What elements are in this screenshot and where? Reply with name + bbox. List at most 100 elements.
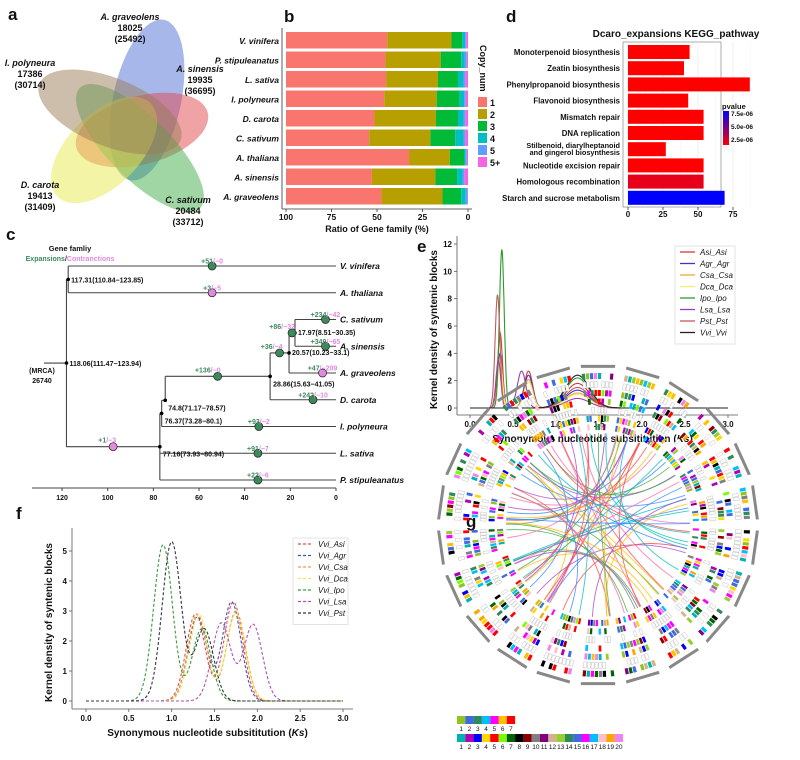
venn-set-families: 18025 xyxy=(117,23,142,33)
legend-label: 4 xyxy=(490,134,495,144)
synteny-link xyxy=(605,503,688,617)
venn-set-name: A. sinensis xyxy=(175,64,224,74)
legend-label: Vvi_Agr xyxy=(318,552,346,561)
x-tick-label: 0.5 xyxy=(123,714,135,723)
legend-title: pvalue xyxy=(722,102,746,111)
legend-swatch xyxy=(473,716,482,724)
synteny-link xyxy=(591,498,687,617)
pathway-label: Phenylpropanoid biosynthesis xyxy=(506,80,620,89)
kegg-bar xyxy=(628,126,704,140)
bar-segment-I-polyneura-5+ xyxy=(465,90,468,107)
legend-swatch xyxy=(481,716,491,724)
bar-segment-V-vinifera-5 xyxy=(465,32,467,49)
synteny-link xyxy=(525,468,579,613)
gene-family-change-label: +242/−10 xyxy=(298,392,328,399)
contraction-count: /−4 xyxy=(273,344,283,351)
species-label: V. vinifera xyxy=(340,261,380,271)
legend-swatch xyxy=(478,121,487,131)
synteny-link xyxy=(511,492,625,614)
synteny-link xyxy=(506,523,628,613)
x-tick-label: 0 xyxy=(626,210,631,219)
contraction-count: /−209 xyxy=(320,366,338,373)
bar-segment-P-stipuleanatus-3 xyxy=(440,51,462,68)
contraction-count: /−0 xyxy=(213,259,223,266)
chart-title: Dcaro_expansions KEGG_pathway xyxy=(593,29,760,40)
legend-label: Vvi_Csa xyxy=(318,563,348,572)
x-tick-label: 2.5 xyxy=(295,714,307,723)
chromosome-segment xyxy=(445,555,517,608)
legend-label: 4 xyxy=(484,744,488,751)
tree-node xyxy=(268,374,272,379)
legend-swatch xyxy=(598,734,607,742)
gene-family-change-marker xyxy=(108,442,118,452)
tree-node xyxy=(64,361,69,365)
venn-set-name: I. polyneura xyxy=(5,58,56,68)
kegg-bar xyxy=(628,93,689,108)
species-label: I. polyneura xyxy=(340,422,388,432)
synteny-link xyxy=(506,437,629,515)
panel-label-g: g xyxy=(466,512,476,531)
bar-segment-C-sativum-1 xyxy=(286,129,370,146)
category-label: A. thaliana xyxy=(235,153,279,163)
legend-label: 7 xyxy=(509,726,513,733)
node-age-label: 76.37(73.28−80.1) xyxy=(165,418,222,425)
legend-label: 18 xyxy=(599,744,607,751)
chromosome-segment xyxy=(642,381,700,451)
legend-label: 3 xyxy=(476,744,480,751)
category-label: V. vinifera xyxy=(239,36,279,46)
bar-segment-A-sinensis-1 xyxy=(286,168,372,185)
y-tick-label: 2 xyxy=(63,637,68,646)
legend-swatch xyxy=(556,734,565,742)
bar-segment-P-stipuleanatus-2 xyxy=(385,51,441,68)
bar-segment-A-sinensis-2 xyxy=(371,168,436,185)
expansion-count: +86 xyxy=(269,324,281,331)
chromosome-segment xyxy=(690,485,759,522)
chromosome-segment xyxy=(465,579,532,643)
legend-swatch xyxy=(465,734,474,742)
venn-set-families: 20484 xyxy=(175,206,200,216)
legend xyxy=(674,245,736,345)
bar-segment-I-polyneura-2 xyxy=(384,90,437,107)
kegg-bar xyxy=(628,190,725,205)
x-tick-label: 75 xyxy=(327,212,337,222)
contraction-count: /−0 xyxy=(211,367,221,374)
node-age-label: 117.31(110.84−123.85) xyxy=(71,277,143,284)
legend-swatch xyxy=(490,716,499,724)
legend-label: Vvi_Lsa xyxy=(318,598,347,607)
expansion-count: +136 xyxy=(195,367,211,374)
category-label: L. sativa xyxy=(245,75,279,85)
y-tick-label: 8 xyxy=(448,295,453,304)
legend-label: 1 xyxy=(459,726,463,733)
ks-density-chart-f: 0.0 0.5 1.0 1.5 2.0 2.5 3.0 0 1 2 3 4 5 Synonymous nu… xyxy=(44,528,353,739)
legend-label: 10 xyxy=(532,744,540,751)
synteny-link xyxy=(506,434,617,539)
pvalue-colorbar xyxy=(723,111,729,145)
legend-label: 3 xyxy=(476,726,480,733)
legend xyxy=(292,537,349,625)
venn-set-genes: (31409) xyxy=(24,202,55,212)
synteny-link xyxy=(597,432,611,617)
pathway-label: DNA replication xyxy=(562,129,620,138)
legend-label: 6 xyxy=(501,726,505,733)
gene-family-change-marker xyxy=(207,288,217,298)
category-label: I. polyneura xyxy=(231,95,279,105)
x-tick-label: 0.0 xyxy=(80,714,92,723)
species-label: D. carota xyxy=(340,395,377,405)
chromosome-segment xyxy=(580,619,616,686)
copy-number-bar-chart: V. vinifera P. stipuleanatus L. sativa I. p… xyxy=(215,28,500,234)
chromosome-segment xyxy=(496,381,556,450)
panel-label-b: b xyxy=(284,7,294,26)
y-tick-label: 4 xyxy=(448,349,453,358)
venn-set-genes: (36695) xyxy=(184,86,215,96)
gene-family-change-marker xyxy=(213,371,223,381)
gene-family-change-marker xyxy=(254,422,264,431)
legend-contractions: Contranctions xyxy=(67,256,115,263)
synteny-link xyxy=(618,442,641,607)
tree-node xyxy=(66,277,70,282)
expansion-count: +47 xyxy=(308,366,320,373)
y-tick-label: 12 xyxy=(443,240,452,249)
legend-swatch xyxy=(498,716,507,724)
density-curve-Vvi_Dca xyxy=(86,613,343,702)
legend-label: 5 xyxy=(493,726,497,733)
